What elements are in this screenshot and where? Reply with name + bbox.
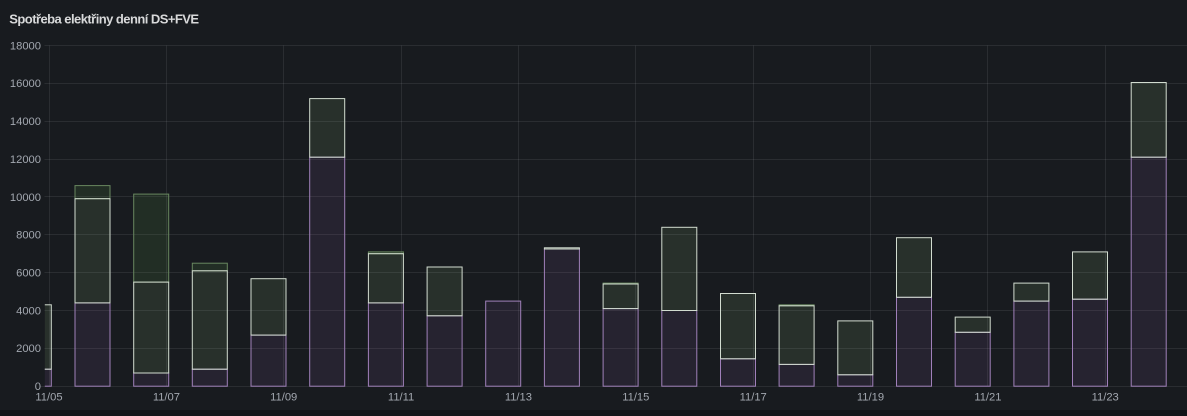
svg-text:10000: 10000 bbox=[10, 192, 41, 204]
svg-text:18000: 18000 bbox=[10, 40, 41, 52]
svg-text:11/13: 11/13 bbox=[505, 392, 532, 404]
svg-text:11/23: 11/23 bbox=[1092, 392, 1119, 404]
svg-text:8000: 8000 bbox=[16, 230, 41, 242]
svg-text:11/21: 11/21 bbox=[974, 392, 1001, 404]
svg-text:14000: 14000 bbox=[10, 116, 41, 128]
svg-text:4000: 4000 bbox=[16, 305, 41, 317]
svg-text:11/05: 11/05 bbox=[35, 392, 62, 404]
svg-text:11/19: 11/19 bbox=[857, 392, 884, 404]
svg-text:6000: 6000 bbox=[16, 268, 41, 280]
svg-text:2000: 2000 bbox=[16, 343, 41, 355]
svg-text:11/11: 11/11 bbox=[388, 392, 414, 404]
svg-text:0: 0 bbox=[35, 381, 41, 393]
svg-text:Spotřeba elektřiny denní DS+FV: Spotřeba elektřiny denní DS+FVE bbox=[9, 12, 199, 27]
svg-text:11/07: 11/07 bbox=[153, 392, 180, 404]
svg-text:11/09: 11/09 bbox=[270, 392, 297, 404]
svg-text:12000: 12000 bbox=[10, 154, 41, 166]
svg-text:11/17: 11/17 bbox=[740, 392, 767, 404]
svg-text:11/15: 11/15 bbox=[622, 392, 649, 404]
svg-text:16000: 16000 bbox=[10, 78, 41, 90]
